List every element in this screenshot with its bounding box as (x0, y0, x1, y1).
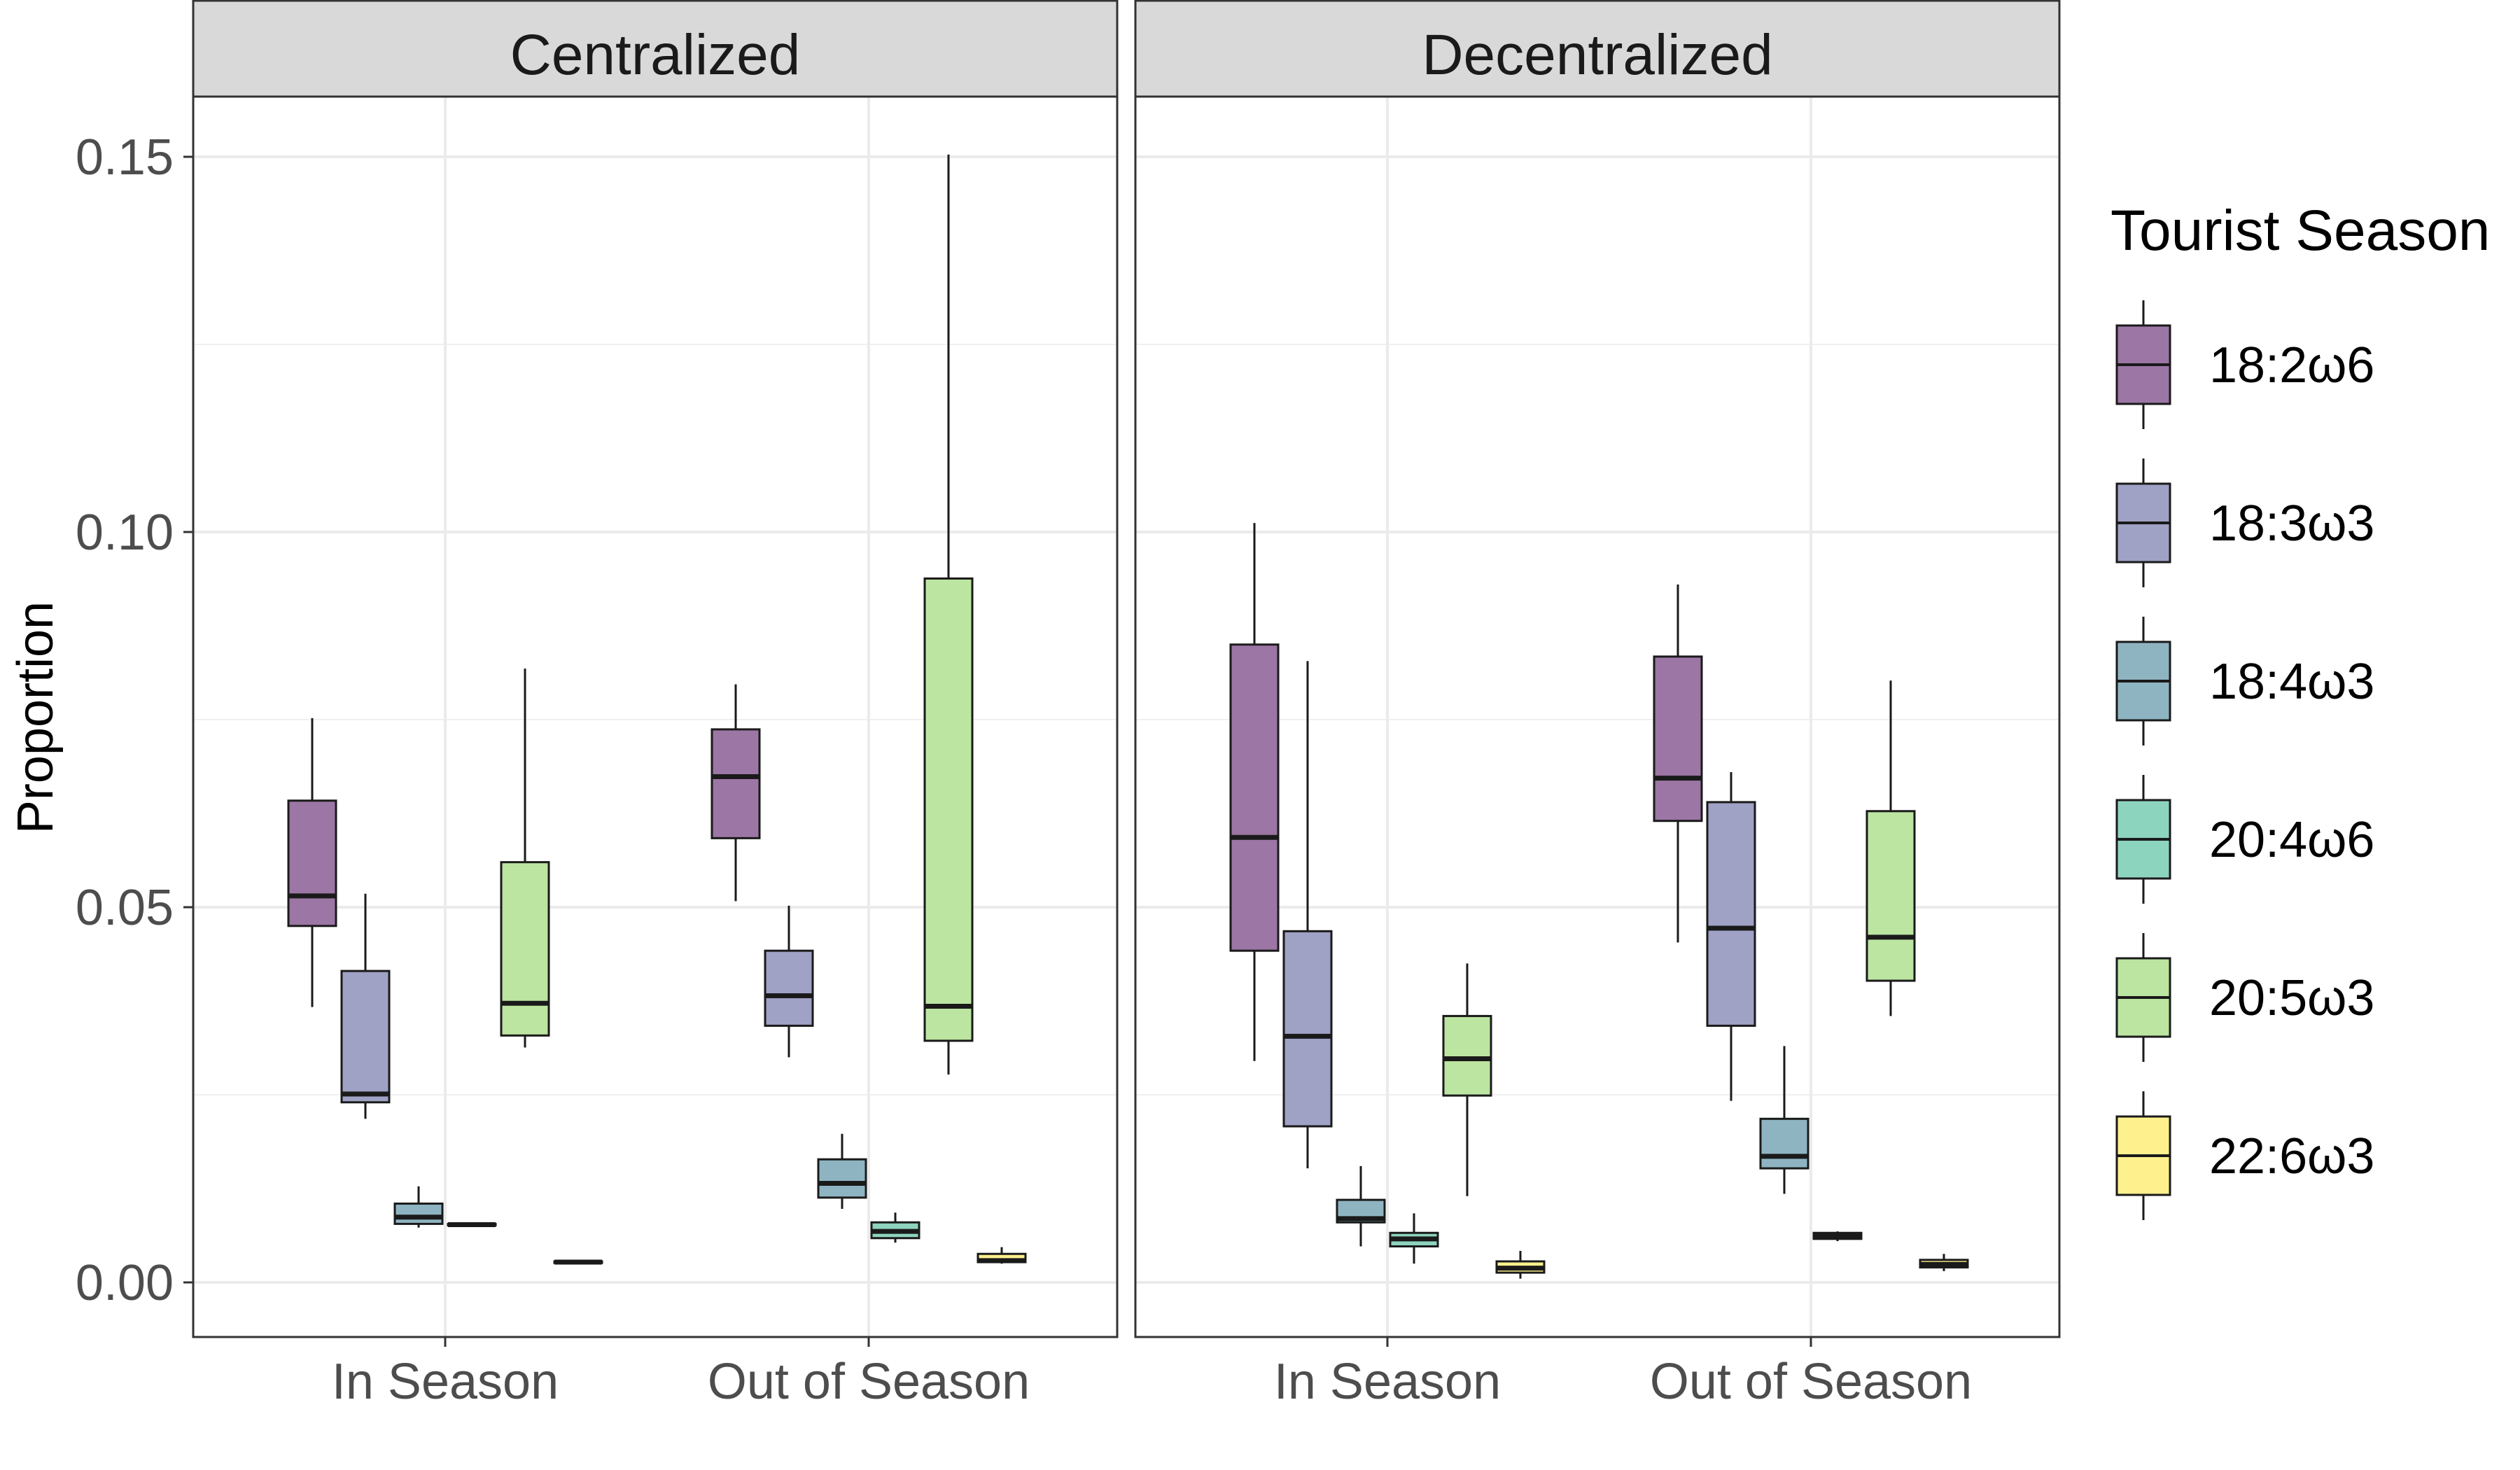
facet-title: Decentralized (1422, 23, 1772, 87)
box-iqr (1759, 1117, 1809, 1170)
panel-background (1135, 97, 2059, 1337)
box (1812, 1231, 1863, 1242)
box (1229, 523, 1280, 1061)
box (287, 718, 337, 1007)
box (447, 1222, 497, 1227)
x-tick-label: Out of Season (708, 1354, 1030, 1410)
facet-strip (192, 0, 1119, 98)
box-iqr (1865, 810, 1916, 982)
box (553, 1259, 603, 1265)
box (1495, 1250, 1546, 1279)
box (500, 668, 550, 1048)
y-axis: 0.00 0.05 0.10 0.15 (76, 130, 193, 1311)
box (817, 1133, 867, 1209)
x-tick-label: In Season (332, 1354, 559, 1410)
box (340, 893, 391, 1119)
box-iqr (764, 949, 814, 1027)
box (1865, 680, 1916, 1016)
legend-item: 20:4ω6 (2115, 775, 2374, 904)
legend-label: 18:2ω6 (2209, 337, 2374, 393)
box (1282, 661, 1333, 1169)
legend-item: 22:6ω3 (2115, 1091, 2374, 1220)
box (1706, 772, 1756, 1101)
facet-panel: Centralized In Season Out of Season (192, 0, 1119, 1410)
x-tick-label: Out of Season (1650, 1354, 1972, 1410)
legend-item: 18:2ω6 (2115, 300, 2374, 429)
legend-label: 22:6ω3 (2209, 1128, 2374, 1184)
y-tick-label: 0.00 (76, 1255, 174, 1311)
legend-label: 18:3ω3 (2209, 496, 2374, 552)
y-tick-label: 0.15 (76, 130, 174, 186)
box (1389, 1213, 1439, 1264)
facet-panel: Decentralized In Season Out of Season (1134, 0, 2061, 1410)
box (393, 1186, 444, 1228)
legend-label: 18:4ω3 (2209, 654, 2374, 710)
box-iqr (287, 799, 337, 927)
box (923, 154, 974, 1075)
x-tick-label: In Season (1274, 1354, 1501, 1410)
box (976, 1247, 1027, 1264)
box-iqr (923, 577, 974, 1042)
legend-item: 20:5ω3 (2115, 933, 2374, 1062)
y-tick-label: 0.05 (76, 880, 174, 936)
box-iqr (710, 728, 761, 839)
legend: Tourist Season 18:2ω6 18:3ω3 18:4ω3 20:4ω6 2… (2110, 199, 2490, 1220)
box-iqr (1653, 655, 1703, 822)
y-axis-title: Proportion (8, 601, 64, 834)
y-tick-label: 0.10 (76, 505, 174, 561)
box-iqr (1282, 930, 1333, 1128)
box-iqr (1229, 643, 1280, 952)
box-iqr (500, 861, 550, 1037)
facet-title: Centralized (510, 23, 801, 87)
box-iqr (1706, 801, 1756, 1027)
legend-label: 20:5ω3 (2209, 970, 2374, 1026)
panel-border (192, 95, 1119, 1338)
box (1653, 584, 1703, 943)
box-iqr (393, 1202, 444, 1225)
legend-title: Tourist Season (2110, 199, 2490, 262)
legend-label: 20:4ω6 (2209, 812, 2374, 868)
box-iqr (340, 969, 391, 1104)
box (1336, 1166, 1386, 1247)
box-iqr (817, 1158, 867, 1199)
box (710, 684, 761, 902)
box (1442, 963, 1492, 1196)
box (870, 1212, 920, 1243)
legend-item: 18:3ω3 (2115, 458, 2374, 587)
facet-strip (1134, 0, 2061, 98)
panel-border (1134, 95, 2061, 1338)
panel-background (193, 97, 1117, 1337)
box-iqr (1442, 1014, 1492, 1097)
box (1759, 1046, 1809, 1194)
legend-item: 18:4ω3 (2115, 617, 2374, 746)
box (1919, 1254, 1969, 1271)
box (764, 905, 814, 1058)
